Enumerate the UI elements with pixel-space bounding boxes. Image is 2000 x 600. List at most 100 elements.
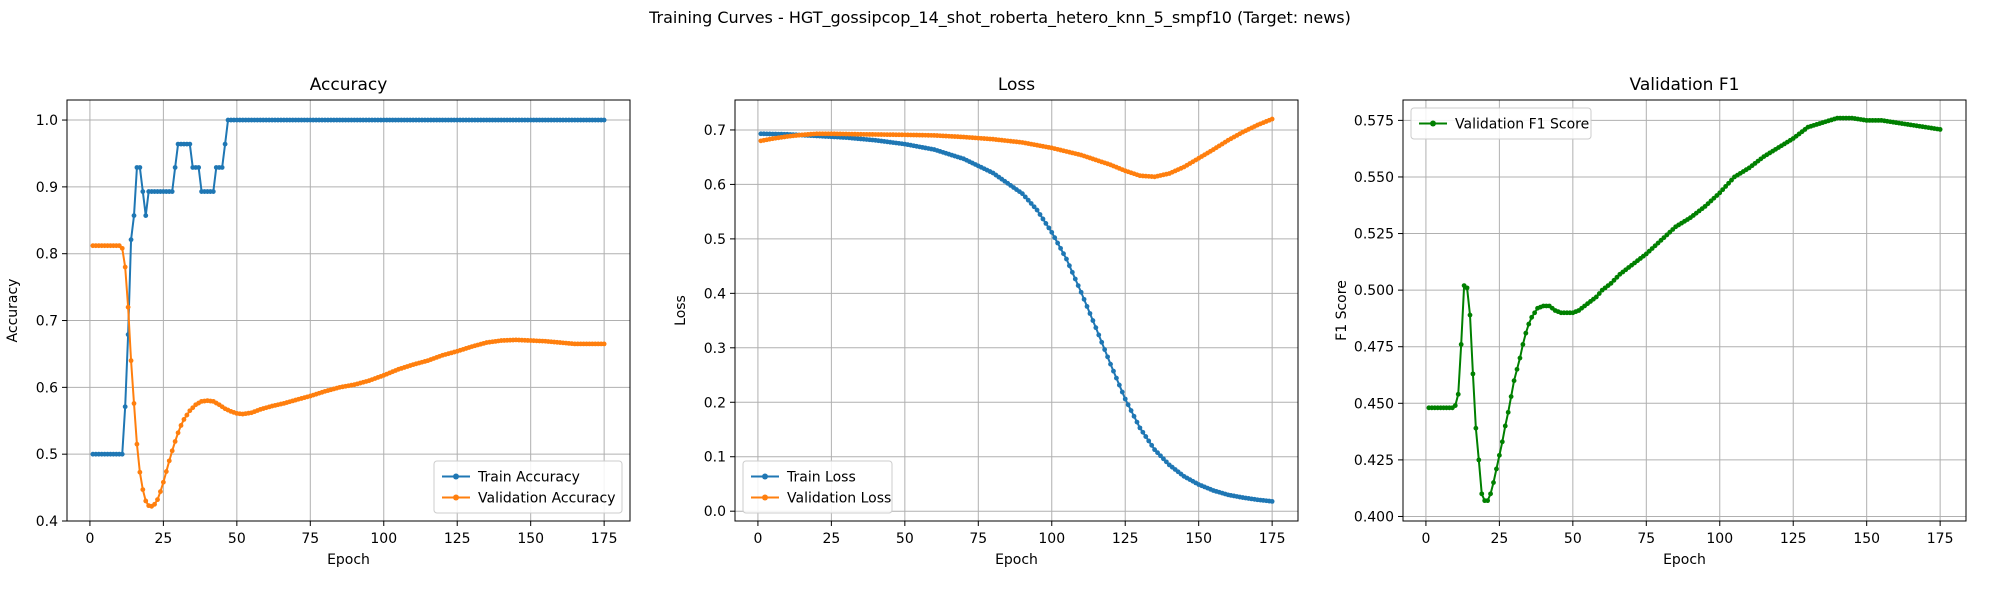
data-point (1494, 466, 1499, 472)
x-axis-label: Epoch (327, 552, 370, 568)
axes-frame (1402, 99, 1967, 522)
y-tick-label: 0.1 (704, 450, 726, 466)
data-point (1031, 204, 1037, 210)
data-point (184, 412, 190, 418)
data-point (1064, 256, 1069, 262)
data-point (172, 165, 178, 170)
data-point (1025, 197, 1031, 203)
grid (735, 100, 1298, 521)
data-point (1081, 296, 1087, 302)
y-tick-label: 0.475 (1354, 340, 1394, 356)
y-tick-label: 0.425 (1354, 453, 1394, 469)
x-tick-label: 75 (969, 531, 987, 547)
data-point (1529, 314, 1535, 320)
data-point (601, 117, 607, 123)
data-point (1111, 368, 1116, 374)
data-point (1122, 396, 1128, 402)
data-point (1514, 366, 1520, 372)
y-tick-label: 0.0 (704, 504, 726, 520)
x-tick-label: 25 (822, 531, 840, 547)
data-point (1084, 304, 1090, 309)
x-axis-label: Epoch (1663, 552, 1706, 568)
data-point (175, 430, 181, 436)
data-point (1455, 391, 1461, 397)
series-1 (758, 116, 1275, 180)
data-point (210, 189, 216, 194)
data-point (222, 141, 228, 147)
legend-marker (762, 473, 768, 480)
data-point (152, 501, 157, 507)
data-point (1473, 425, 1479, 431)
x-tick-label: 0 (753, 531, 762, 547)
x-tick-label: 150 (1853, 531, 1880, 547)
data-point (1608, 280, 1614, 286)
series-1 (90, 243, 607, 509)
series-0 (1426, 115, 1943, 504)
y-tick-label: 0.7 (36, 314, 58, 330)
data-point (1464, 285, 1470, 291)
data-point (601, 341, 607, 347)
data-point (1061, 251, 1066, 257)
data-point (181, 417, 187, 422)
data-point (131, 400, 137, 406)
y-axis-label: F1 Score (1334, 280, 1350, 341)
data-point (187, 141, 193, 147)
data-point (1614, 274, 1620, 280)
data-point (1937, 127, 1943, 132)
data-point (1134, 419, 1140, 425)
data-point (1491, 480, 1496, 485)
x-tick-label: 100 (1706, 531, 1733, 547)
y-tick-label: 0.7 (704, 123, 726, 139)
data-point (1520, 342, 1526, 347)
data-point (155, 497, 160, 503)
x-tick-label: 175 (1259, 531, 1286, 547)
data-point (1108, 361, 1113, 367)
data-point (1069, 269, 1075, 275)
legend: Train Accuracy Validation Accuracy (433, 460, 623, 514)
data-point (1269, 116, 1275, 122)
data-point (1066, 263, 1072, 269)
data-point (1058, 245, 1063, 251)
chart-title: Validation F1 (1630, 75, 1740, 95)
data-point (1143, 434, 1149, 439)
legend-box (433, 460, 623, 514)
data-point (1726, 180, 1731, 186)
data-point (163, 469, 169, 474)
x-tick-label: 100 (370, 531, 397, 547)
data-point (1075, 283, 1081, 289)
x-tick-label: 25 (154, 531, 172, 547)
data-point (1479, 491, 1485, 497)
data-point (196, 165, 202, 170)
data-point (1152, 447, 1158, 453)
data-point (1508, 394, 1514, 399)
data-point (1467, 312, 1473, 318)
legend-marker (1430, 120, 1436, 127)
data-point (1146, 438, 1152, 444)
data-point (187, 408, 193, 414)
data-point (1128, 408, 1134, 413)
x-axis-label: Epoch (995, 552, 1038, 568)
data-point (1523, 330, 1529, 336)
legend-box (1410, 107, 1592, 140)
y-tick-label: 0.9 (36, 180, 58, 196)
data-point (1526, 321, 1532, 327)
y-tick-label: 1.0 (36, 113, 58, 129)
legend-label: Train Accuracy (477, 470, 580, 486)
data-point (1078, 289, 1084, 295)
y-tick-label: 0.575 (1354, 113, 1394, 129)
y-tick-label: 0.5 (36, 447, 58, 463)
data-point (1149, 442, 1155, 448)
data-point (1105, 354, 1110, 360)
data-point (1093, 325, 1099, 331)
data-point (125, 304, 131, 310)
legend-marker (453, 494, 459, 501)
y-tick-label: 0.525 (1354, 227, 1394, 243)
legend-label: Validation F1 Score (1455, 117, 1589, 133)
data-point (1043, 221, 1049, 226)
data-point (1593, 294, 1599, 300)
data-point (166, 458, 172, 464)
x-tick-label: 50 (896, 531, 914, 547)
data-point (140, 189, 146, 194)
